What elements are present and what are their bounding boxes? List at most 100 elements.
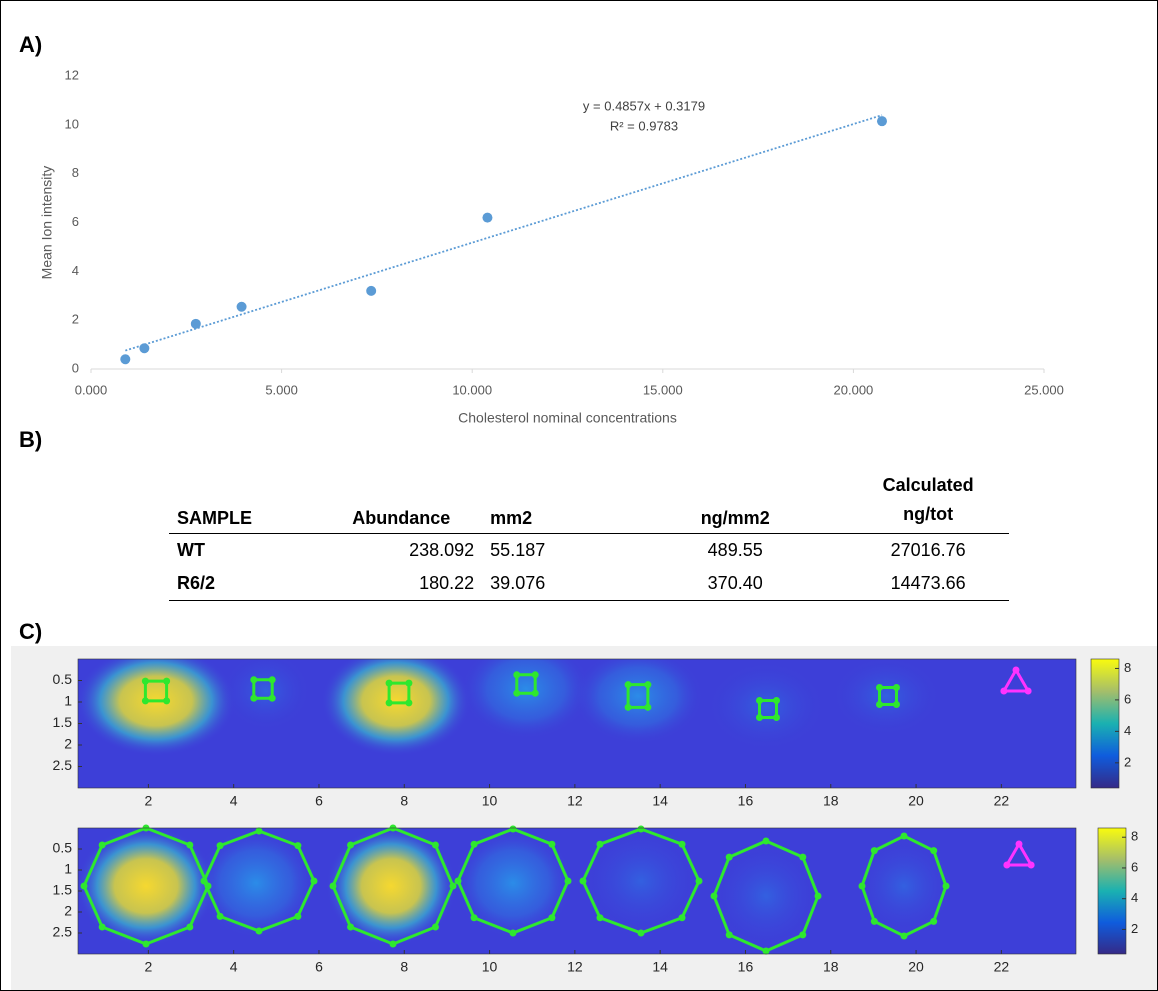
roi-vertex bbox=[1028, 862, 1035, 869]
col-header: SAMPLE bbox=[169, 467, 320, 533]
intensity-spot bbox=[321, 646, 471, 756]
roi-vertex bbox=[386, 680, 393, 687]
roi-vertex bbox=[386, 699, 393, 706]
roi-vertex bbox=[871, 918, 878, 925]
colorbar-tick-label: 4 bbox=[1124, 723, 1131, 738]
y-tick-label: 12 bbox=[65, 67, 79, 82]
roi-vertex bbox=[471, 841, 478, 848]
x-tick-label: 20 bbox=[908, 959, 924, 975]
roi-vertex bbox=[250, 695, 257, 702]
roi-vertex bbox=[893, 684, 900, 691]
x-tick-label: 12 bbox=[567, 959, 583, 975]
x-tick-label: 2 bbox=[144, 959, 152, 975]
x-tick-label: 6 bbox=[315, 793, 323, 809]
y-tick-label: 0 bbox=[72, 360, 79, 375]
y-tick-label: 2.5 bbox=[53, 924, 73, 940]
roi-vertex bbox=[1013, 667, 1020, 674]
x-tick-label: 15.000 bbox=[643, 382, 683, 397]
roi-vertex bbox=[256, 928, 263, 935]
roi-vertex bbox=[548, 841, 555, 848]
y-tick-label: 2 bbox=[72, 312, 79, 327]
roi-vertex bbox=[930, 918, 937, 925]
roi-vertex bbox=[799, 931, 806, 938]
cell: 55.187 bbox=[482, 533, 623, 567]
x-tick-label: 0.000 bbox=[75, 382, 108, 397]
y-tick-label: 2 bbox=[64, 736, 72, 752]
x-tick-label: 8 bbox=[400, 959, 408, 975]
x-tick-label: 5.000 bbox=[265, 382, 298, 397]
col-header: Abundance bbox=[320, 467, 482, 533]
x-tick-label: 20.000 bbox=[834, 382, 874, 397]
point bbox=[366, 286, 376, 296]
roi-vertex bbox=[330, 883, 337, 890]
trendline-equation: y = 0.4857x + 0.3179 bbox=[583, 98, 705, 113]
roi-vertex bbox=[269, 695, 276, 702]
trendline bbox=[125, 115, 882, 350]
cell: 238.092 bbox=[320, 533, 482, 567]
roi-vertex bbox=[269, 676, 276, 683]
roi-vertex bbox=[347, 924, 354, 931]
x-tick-label: 18 bbox=[823, 793, 839, 809]
x-tick-label: 10.000 bbox=[452, 382, 492, 397]
roi-vertex bbox=[580, 878, 587, 885]
roi-vertex bbox=[756, 714, 763, 721]
roi-vertex bbox=[876, 684, 883, 691]
cell: R6/2 bbox=[169, 567, 320, 601]
x-tick-label: 4 bbox=[230, 959, 238, 975]
roi-vertex bbox=[217, 913, 224, 920]
roi-vertex bbox=[596, 914, 603, 921]
intensity-spot bbox=[221, 651, 311, 731]
roi-vertex bbox=[876, 701, 883, 708]
point bbox=[191, 319, 201, 329]
roi-vertex bbox=[871, 847, 878, 854]
roi-vertex bbox=[513, 671, 520, 678]
roi-vertex bbox=[644, 681, 651, 688]
roi-vertex bbox=[510, 930, 517, 937]
x-axis-label: Cholesterol nominal concentrations bbox=[458, 410, 677, 426]
y-tick-label: 2 bbox=[64, 903, 72, 919]
cell: WT bbox=[169, 533, 320, 567]
col-header: Calculated ng/tot bbox=[847, 467, 1009, 533]
roi-vertex bbox=[763, 838, 770, 845]
x-tick-label: 2 bbox=[144, 793, 152, 809]
roi-vertex bbox=[432, 924, 439, 931]
roi-vertex bbox=[217, 842, 224, 849]
roi-vertex bbox=[901, 933, 908, 940]
y-tick-label: 1 bbox=[64, 861, 72, 877]
colorbar bbox=[1091, 659, 1119, 788]
point bbox=[139, 343, 149, 353]
x-tick-label: 20 bbox=[908, 793, 924, 809]
roi-vertex bbox=[390, 941, 397, 948]
panel-label: A) bbox=[19, 32, 42, 57]
roi-vertex bbox=[142, 697, 149, 704]
x-tick-label: 8 bbox=[400, 793, 408, 809]
x-tick-label: 16 bbox=[738, 959, 754, 975]
colorbar bbox=[1098, 828, 1126, 954]
y-tick-label: 2.5 bbox=[53, 757, 73, 773]
cell: 489.55 bbox=[623, 533, 847, 567]
roi-vertex bbox=[773, 714, 780, 721]
x-tick-label: 10 bbox=[482, 959, 498, 975]
col-header: mm2 bbox=[482, 467, 623, 533]
roi-vertex bbox=[143, 941, 150, 948]
x-tick-label: 10 bbox=[482, 793, 498, 809]
roi-vertex bbox=[930, 847, 937, 854]
roi-vertex bbox=[256, 828, 263, 835]
point bbox=[877, 116, 887, 126]
roi-vertex bbox=[471, 914, 478, 921]
x-tick-label: 6 bbox=[315, 959, 323, 975]
y-tick-label: 6 bbox=[72, 214, 79, 229]
point bbox=[237, 302, 247, 312]
roi-vertex bbox=[565, 878, 572, 885]
roi-vertex bbox=[455, 878, 462, 885]
colorbar-tick-label: 8 bbox=[1124, 660, 1131, 675]
roi-vertex bbox=[859, 883, 866, 890]
x-tick-label: 4 bbox=[230, 793, 238, 809]
roi-vertex bbox=[250, 676, 257, 683]
roi-vertex bbox=[142, 678, 149, 685]
roi-vertex bbox=[450, 883, 457, 890]
results-table: SAMPLE Abundance mm2 ng/mm2 Calculated n… bbox=[169, 467, 1009, 601]
roi-vertex bbox=[99, 841, 106, 848]
roi-vertex bbox=[679, 841, 686, 848]
panel-label: C) bbox=[19, 619, 42, 644]
